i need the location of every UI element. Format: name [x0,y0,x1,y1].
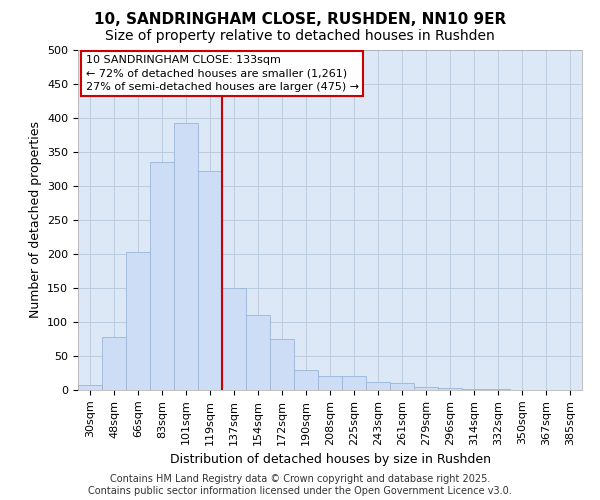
X-axis label: Distribution of detached houses by size in Rushden: Distribution of detached houses by size … [170,453,491,466]
Bar [270,339,294,390]
Bar [78,384,102,390]
Bar [102,337,126,390]
Text: Contains HM Land Registry data © Crown copyright and database right 2025.
Contai: Contains HM Land Registry data © Crown c… [88,474,512,496]
Bar [438,388,462,390]
Text: 10 SANDRINGHAM CLOSE: 133sqm
← 72% of detached houses are smaller (1,261)
27% of: 10 SANDRINGHAM CLOSE: 133sqm ← 72% of de… [86,55,359,92]
Text: 10, SANDRINGHAM CLOSE, RUSHDEN, NN10 9ER: 10, SANDRINGHAM CLOSE, RUSHDEN, NN10 9ER [94,12,506,28]
Bar [414,386,438,390]
Bar [390,382,414,390]
Bar [318,376,342,390]
Bar [222,288,246,390]
Bar [174,123,198,390]
Bar [294,370,318,390]
Bar [462,388,486,390]
Bar [198,171,222,390]
Bar [246,315,270,390]
Bar [150,162,174,390]
Text: Size of property relative to detached houses in Rushden: Size of property relative to detached ho… [105,29,495,43]
Bar [342,376,366,390]
Bar [126,252,150,390]
Y-axis label: Number of detached properties: Number of detached properties [29,122,41,318]
Bar [366,382,390,390]
